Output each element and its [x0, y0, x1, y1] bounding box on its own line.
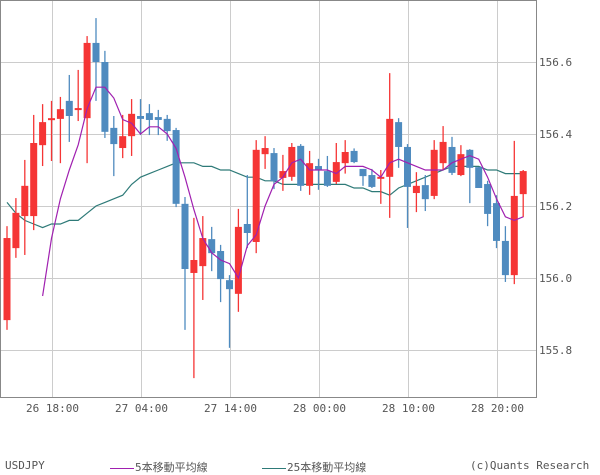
- candle: [315, 158, 322, 190]
- candle: [199, 216, 207, 300]
- candle: [208, 226, 216, 272]
- candle: [21, 159, 29, 255]
- candle: [226, 275, 233, 348]
- candle: [297, 144, 305, 191]
- ma25-line: [6, 162, 524, 229]
- candle: [252, 140, 260, 254]
- candle: [288, 143, 296, 181]
- candle: [448, 136, 456, 176]
- candle: [261, 136, 269, 169]
- legend-ma25: 25本移動平均線: [262, 459, 366, 475]
- y-tick-label: 156.4: [539, 128, 572, 141]
- candle: [74, 69, 82, 122]
- y-tick-label: 156.0: [539, 272, 572, 285]
- candle: [137, 99, 144, 136]
- legend-ma5-label: 5本移動平均線: [135, 461, 208, 474]
- y-tick-label: 156.2: [539, 200, 572, 213]
- candle: [510, 140, 518, 285]
- candle: [475, 167, 483, 188]
- ma5-line: [42, 86, 524, 297]
- x-axis-labels: 26 18:00 27 04:00 27 14:00 28 00:00 28 10:00…: [26, 402, 524, 415]
- candle: [421, 175, 429, 212]
- candle: [466, 149, 474, 204]
- y-tick-label: 156.6: [539, 56, 572, 69]
- candle: [332, 143, 340, 185]
- candle: [12, 198, 20, 258]
- candle: [279, 154, 287, 191]
- candle: [386, 73, 394, 218]
- symbol-label: USDJPY: [5, 459, 45, 472]
- candle: [110, 116, 118, 177]
- candle: [3, 226, 11, 330]
- x-tick-label: 28 10:00: [382, 402, 435, 415]
- gridlines: [0, 0, 537, 398]
- candle: [163, 114, 171, 141]
- candle: [217, 244, 225, 303]
- candle: [101, 50, 109, 138]
- x-tick-label: 28 00:00: [293, 402, 346, 415]
- candle: [39, 104, 47, 167]
- plot-frame: [0, 0, 537, 398]
- candle: [145, 104, 153, 136]
- candle: [128, 99, 136, 156]
- candle: [190, 217, 198, 379]
- candle: [484, 180, 492, 227]
- y-tick-label: 155.8: [539, 344, 572, 357]
- x-tick-label: 28 20:00: [471, 402, 524, 415]
- candle: [350, 148, 358, 164]
- candle: [359, 168, 367, 186]
- candlestick-chart: 155.8 156.0 156.2 156.4 156.6 26 18:00 27 04:…: [0, 0, 572, 415]
- candle: [243, 175, 251, 249]
- candle: [493, 195, 500, 249]
- x-tick-label: 27 04:00: [115, 402, 168, 415]
- candle: [56, 96, 64, 164]
- ma5-swatch-icon: [110, 467, 134, 469]
- candle: [341, 140, 349, 174]
- candle: [48, 100, 55, 161]
- candle: [83, 36, 91, 164]
- x-tick-label: 26 18:00: [26, 402, 79, 415]
- candle: [181, 197, 189, 330]
- legend-ma5: 5本移動平均線: [110, 459, 208, 475]
- candle: [412, 172, 420, 213]
- y-axis-labels: 155.8 156.0 156.2 156.4 156.6: [539, 56, 572, 357]
- candle: [404, 144, 411, 228]
- candle: [30, 114, 38, 231]
- candle: [519, 170, 527, 218]
- candle: [234, 208, 242, 312]
- candle: [172, 127, 180, 208]
- candle: [368, 168, 376, 188]
- candle: [439, 126, 447, 170]
- candle: [323, 155, 331, 187]
- candles: [3, 18, 527, 379]
- x-tick-label: 27 14:00: [204, 402, 257, 415]
- candle: [306, 150, 314, 195]
- legend-ma25-label: 25本移動平均線: [287, 461, 367, 474]
- candle: [154, 109, 162, 136]
- copyright: (c)Quants Research: [470, 459, 590, 472]
- ma25-swatch-icon: [262, 467, 286, 469]
- candle: [119, 114, 127, 159]
- candle: [270, 148, 278, 190]
- candle: [501, 226, 509, 282]
- candle: [457, 145, 465, 177]
- candle: [65, 74, 73, 142]
